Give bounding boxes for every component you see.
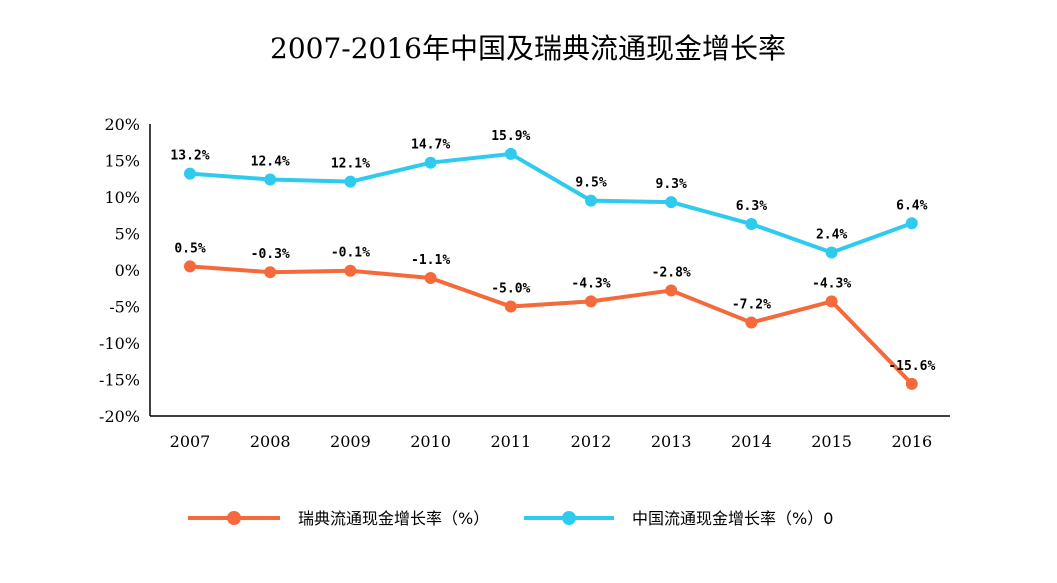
data-point: [745, 316, 758, 329]
axes: 20% 15% 10% 5% 0% -5% -10% -15% -20% 2007 2008 2009…: [99, 115, 950, 451]
data-point: [665, 284, 678, 297]
data-labels: 0.5% -0.3% -0.1% -1.1% -5.0% -4.3% -2.8% -7.2% -…: [170, 129, 935, 374]
data-point: [424, 156, 437, 169]
data-label: -4.3%: [812, 276, 851, 291]
x-tick-label: 2009: [330, 432, 371, 451]
data-point: [264, 266, 277, 279]
data-point: [665, 196, 678, 209]
legend-item: 中国流通现金增长率（%）0: [524, 509, 833, 528]
legend-label: 中国流通现金增长率（%）0: [632, 509, 833, 528]
y-tick-label: -20%: [99, 407, 140, 426]
data-label: -0.3%: [251, 247, 290, 262]
x-tick-label: 2007: [170, 432, 211, 451]
x-tick-label: 2008: [250, 432, 291, 451]
data-label: -1.1%: [411, 253, 450, 268]
data-label: 6.3%: [736, 199, 767, 214]
data-label: 12.4%: [251, 154, 290, 169]
x-tick-label: 2010: [410, 432, 451, 451]
y-tick-label: 0%: [115, 261, 140, 280]
data-point: [344, 264, 357, 277]
data-label: 9.5%: [575, 176, 606, 191]
y-tick-label: 10%: [104, 188, 140, 207]
data-label: -7.2%: [732, 298, 771, 313]
data-label: -4.3%: [571, 276, 610, 291]
series-line: [189, 151, 913, 255]
legend: 瑞典流通现金增长率（%） 中国流通现金增长率（%）0: [188, 509, 833, 528]
data-label: 12.1%: [331, 157, 370, 172]
x-tick-label: 2013: [651, 432, 692, 451]
x-tick-label: 2015: [811, 432, 852, 451]
data-label: 9.3%: [656, 177, 687, 192]
data-label: 6.4%: [896, 198, 927, 213]
y-tick-label: 20%: [104, 115, 140, 134]
data-label: 13.2%: [170, 149, 209, 164]
data-point: [344, 175, 357, 188]
data-label: 0.5%: [174, 241, 205, 256]
data-point: [905, 377, 918, 390]
data-point: [825, 295, 838, 308]
data-point: [585, 295, 597, 308]
data-point: [585, 194, 597, 207]
x-tick-label: 2016: [891, 432, 932, 451]
data-point: [424, 272, 437, 285]
y-tick-label: -5%: [109, 298, 140, 317]
data-label: -0.1%: [331, 246, 370, 261]
series-line: [189, 264, 914, 386]
data-label: 2.4%: [816, 227, 847, 242]
legend-swatch-marker: [227, 511, 241, 525]
data-point: [745, 218, 758, 231]
x-tick-label: 2011: [490, 432, 531, 451]
y-tick-label: 5%: [115, 225, 140, 244]
series-layer: [184, 147, 918, 390]
data-point: [825, 246, 838, 259]
y-tick-label: 15%: [104, 152, 140, 171]
data-point: [184, 260, 196, 273]
series-2: [184, 147, 918, 259]
data-point: [504, 300, 517, 313]
data-label: -2.8%: [652, 265, 691, 280]
data-label: 15.9%: [491, 129, 530, 144]
data-point: [504, 147, 517, 160]
x-tick-label: 2012: [571, 432, 612, 451]
data-label: -5.0%: [491, 282, 530, 297]
data-label: 14.7%: [411, 138, 450, 153]
data-point: [905, 217, 918, 230]
legend-label: 瑞典流通现金增长率（%）: [298, 509, 489, 528]
legend-swatch-marker: [562, 511, 576, 525]
x-tick-label: 2014: [731, 432, 772, 451]
data-point: [264, 173, 277, 186]
chart-title: 2007-2016年中国及瑞典流通现金增长率: [270, 32, 786, 65]
data-label: -15.6%: [888, 359, 935, 374]
data-point: [184, 167, 196, 180]
y-tick-label: -15%: [99, 371, 140, 390]
legend-item: 瑞典流通现金增长率（%）: [188, 509, 489, 528]
series-1: [184, 260, 918, 390]
y-tick-label: -10%: [99, 334, 140, 353]
